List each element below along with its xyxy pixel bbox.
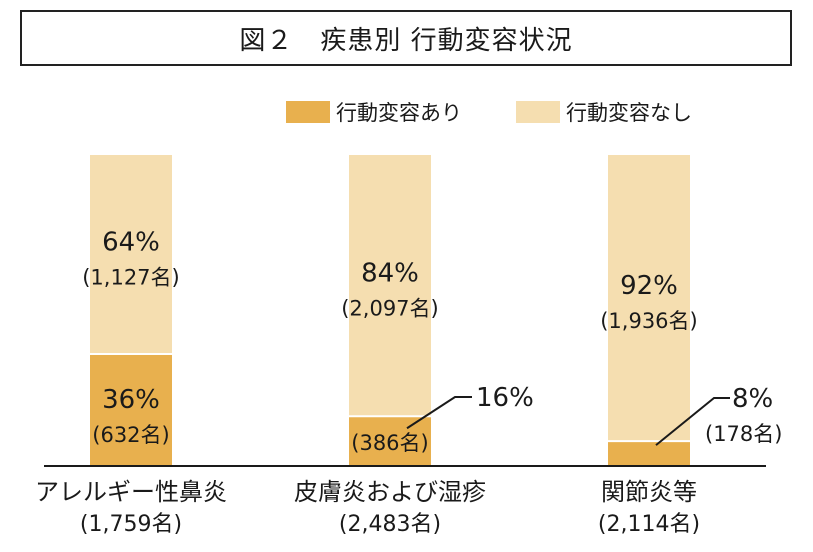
value-label-with-change: 36% <box>102 385 160 415</box>
count-label-without-change: (2,097名) <box>341 297 439 321</box>
bar-without-change <box>608 155 690 442</box>
bar-with-change <box>90 354 172 466</box>
category-total-label: (2,483名) <box>339 512 441 537</box>
callout-leader-line <box>406 396 472 430</box>
value-label-without-change: 64% <box>102 228 160 258</box>
bar-with-change <box>349 416 431 466</box>
category-label: アレルギー性鼻炎 <box>35 478 227 506</box>
bar-without-change <box>90 155 172 355</box>
legend-label-without-change: 行動変容なし <box>566 101 692 125</box>
value-label-with-change: 16% <box>476 383 534 413</box>
category-total-label: (1,759名) <box>80 512 182 537</box>
count-label-without-change: (1,127名) <box>82 266 180 290</box>
value-label-without-change: 84% <box>361 259 419 289</box>
count-label-with-change: (386名) <box>351 431 428 455</box>
category-label: 皮膚炎および湿疹 <box>294 478 486 506</box>
value-label-with-change: 8% <box>732 384 773 414</box>
category-label: 関節炎等 <box>601 478 697 506</box>
legend-swatch-without-change <box>516 101 560 123</box>
category-total-label: (2,114名) <box>598 512 700 537</box>
callout-leader-line <box>655 397 730 446</box>
count-label-with-change: (178名) <box>705 422 782 446</box>
legend-label-with-change: 行動変容あり <box>336 101 462 125</box>
count-label-without-change: (1,936名) <box>600 309 698 333</box>
legend-swatch-with-change <box>286 101 330 123</box>
value-label-without-change: 92% <box>620 271 678 301</box>
bar-with-change <box>608 441 690 466</box>
bar-without-change <box>349 155 431 417</box>
count-label-with-change: (632名) <box>92 423 169 447</box>
chart-title: 図２ 疾患別 行動変容状況 <box>20 10 792 66</box>
